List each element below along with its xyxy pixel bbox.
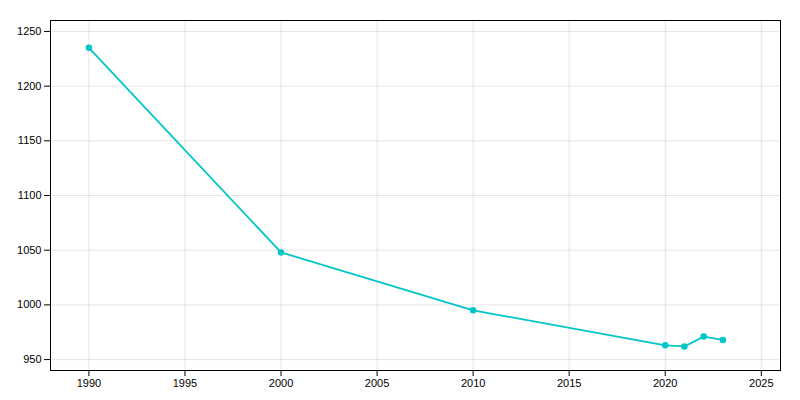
svg-text:2025: 2025 — [749, 377, 773, 389]
svg-text:1050: 1050 — [17, 244, 41, 256]
svg-text:1200: 1200 — [17, 80, 41, 92]
svg-text:2010: 2010 — [461, 377, 485, 389]
svg-text:2015: 2015 — [557, 377, 581, 389]
svg-text:1000: 1000 — [17, 298, 41, 310]
svg-text:1250: 1250 — [17, 25, 41, 37]
svg-text:950: 950 — [23, 353, 41, 365]
svg-text:1995: 1995 — [173, 377, 197, 389]
svg-text:2000: 2000 — [269, 377, 293, 389]
svg-text:1150: 1150 — [18, 134, 42, 146]
svg-text:1990: 1990 — [77, 377, 101, 389]
svg-text:2020: 2020 — [653, 377, 677, 389]
svg-text:1100: 1100 — [18, 189, 42, 201]
svg-text:2005: 2005 — [365, 377, 389, 389]
